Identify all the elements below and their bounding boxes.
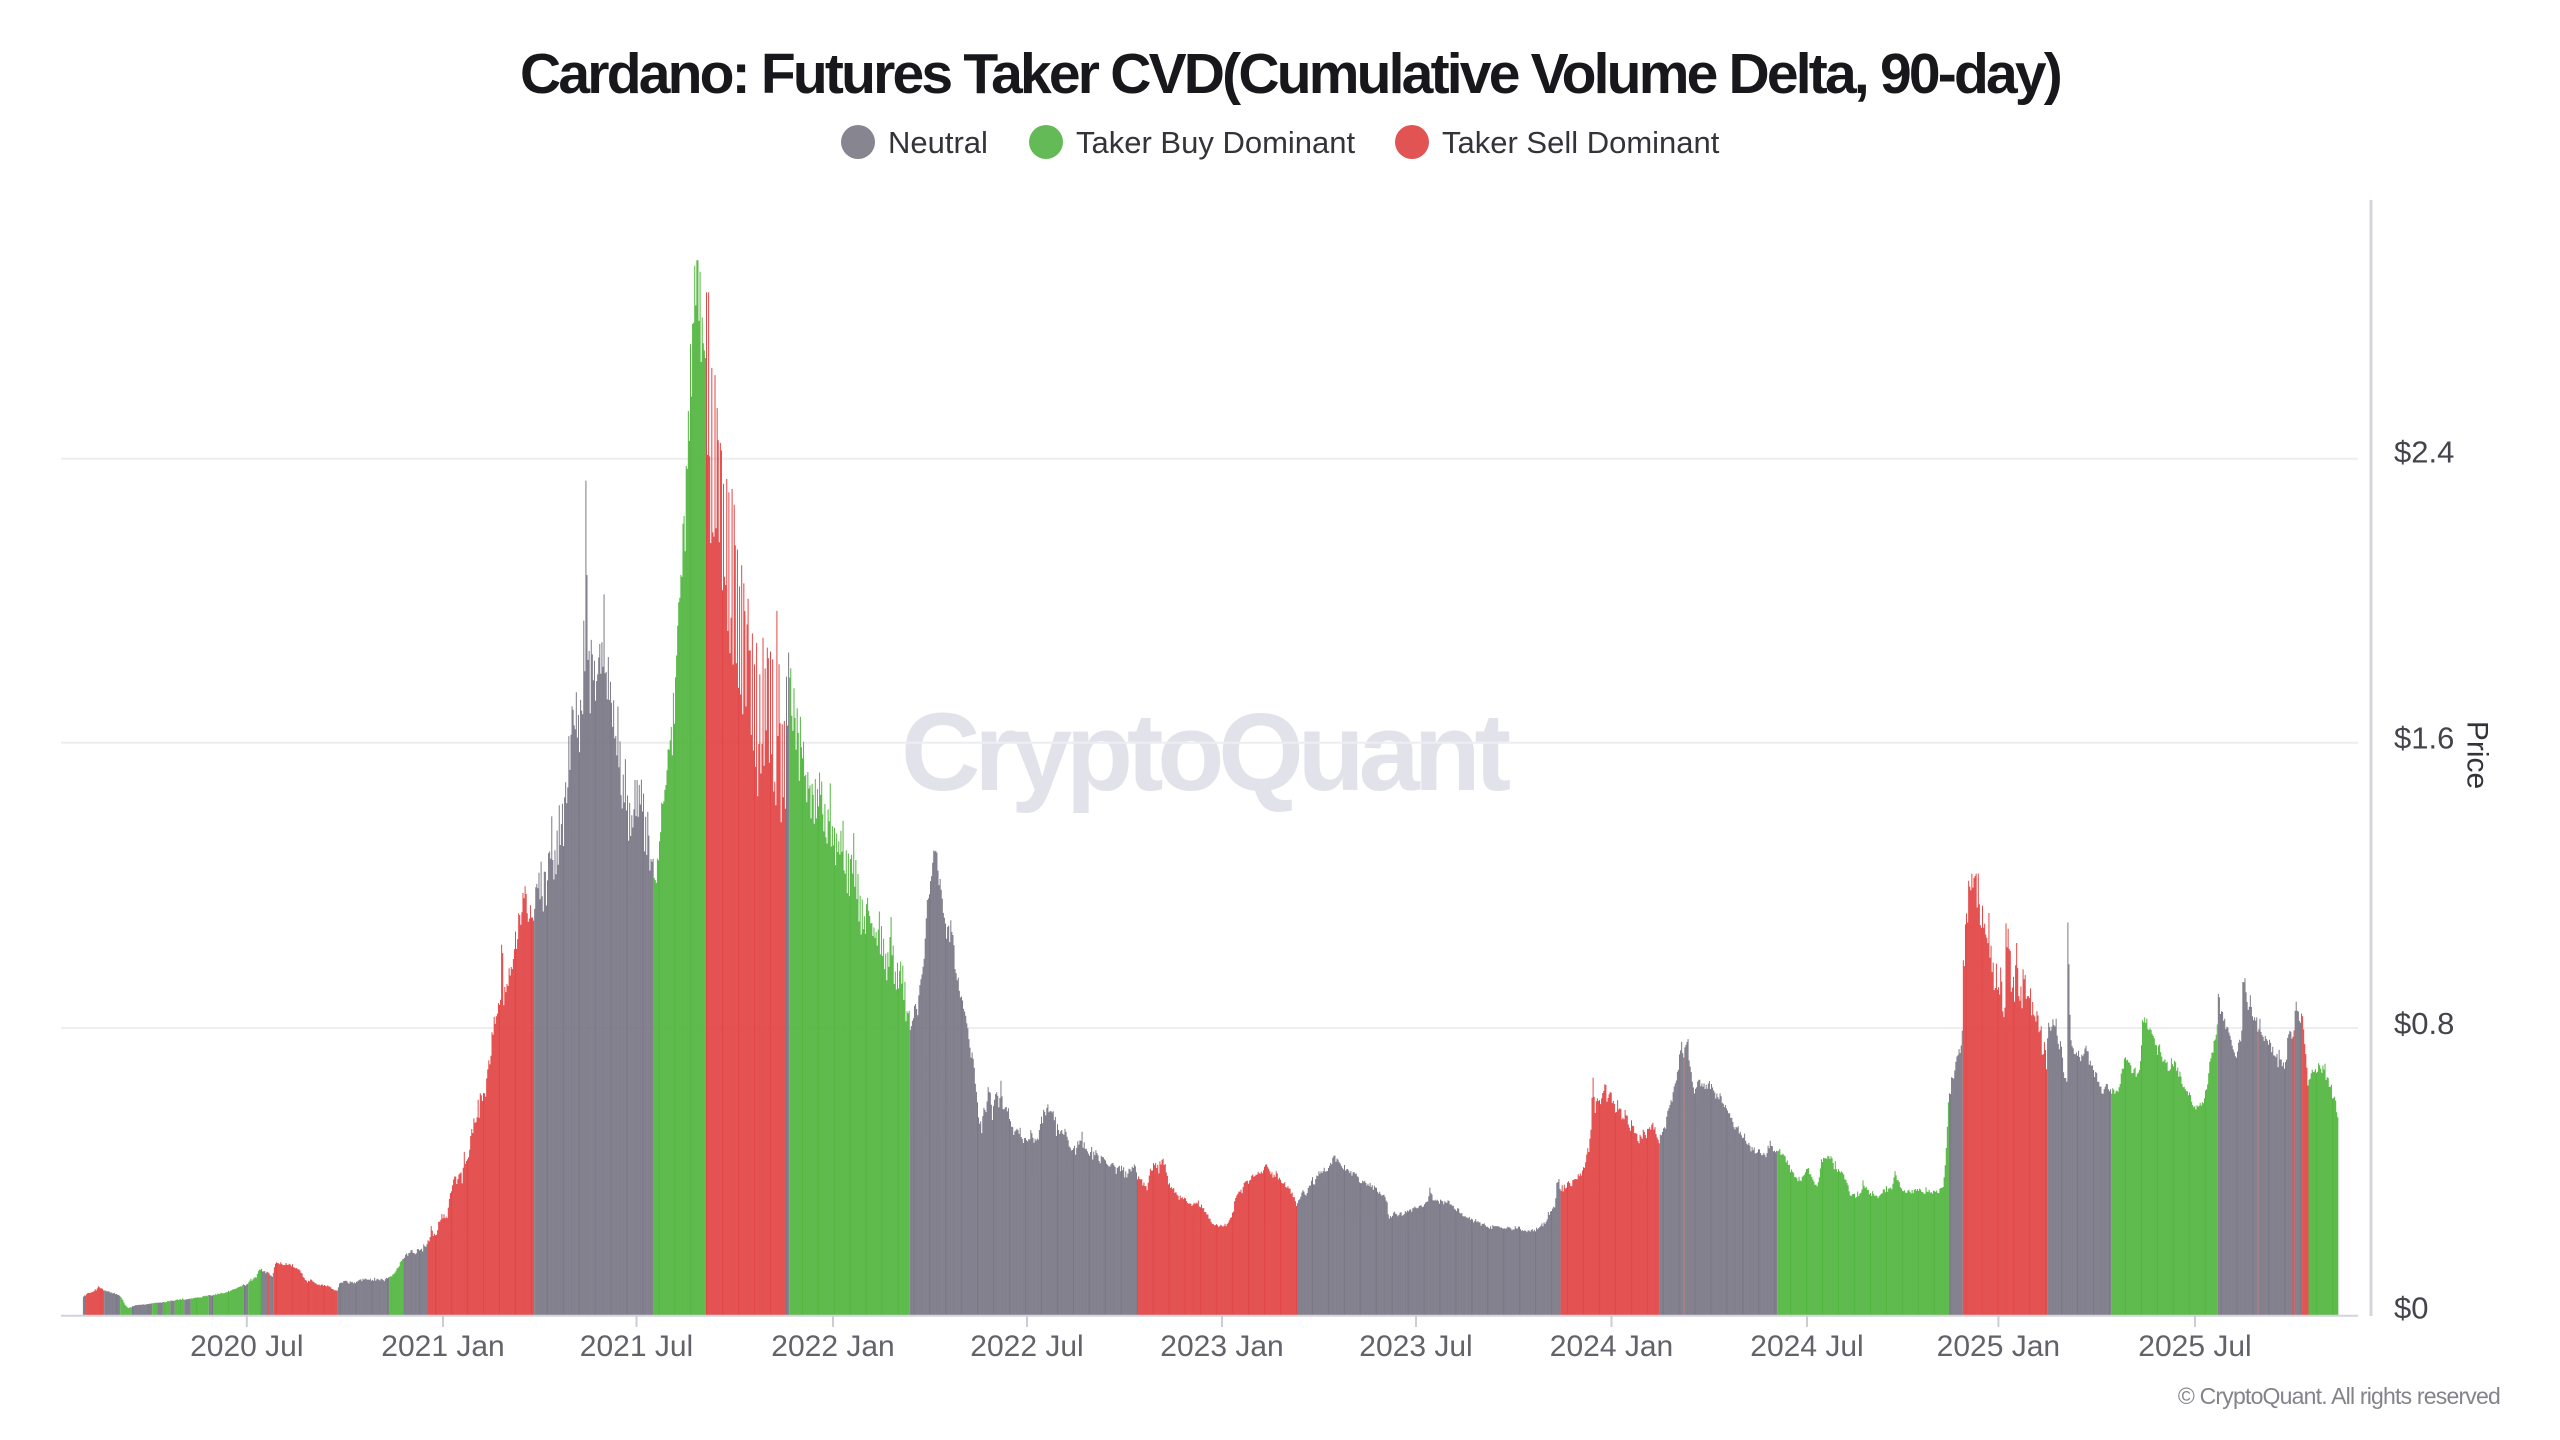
svg-text:2020 Jul: 2020 Jul <box>190 1330 303 1363</box>
svg-text:2024 Jan: 2024 Jan <box>1550 1330 1673 1363</box>
svg-text:2023 Jan: 2023 Jan <box>1160 1330 1283 1363</box>
svg-text:$0: $0 <box>2394 1291 2428 1326</box>
svg-text:2023 Jul: 2023 Jul <box>1359 1330 1472 1363</box>
svg-text:$2.4: $2.4 <box>2394 435 2454 470</box>
svg-text:2025 Jul: 2025 Jul <box>2138 1330 2251 1363</box>
svg-text:2021 Jan: 2021 Jan <box>381 1330 504 1363</box>
svg-text:$1.6: $1.6 <box>2394 721 2454 756</box>
svg-text:2022 Jul: 2022 Jul <box>970 1330 1083 1363</box>
svg-text:2024 Jul: 2024 Jul <box>1750 1330 1863 1363</box>
svg-text:$0.8: $0.8 <box>2394 1006 2454 1041</box>
svg-text:Price: Price <box>2461 721 2494 789</box>
svg-text:2022 Jan: 2022 Jan <box>771 1330 894 1363</box>
svg-text:2021 Jul: 2021 Jul <box>580 1330 693 1363</box>
svg-text:© CryptoQuant. All rights rese: © CryptoQuant. All rights reserved <box>2178 1383 2500 1409</box>
svg-text:2025 Jan: 2025 Jan <box>1937 1330 2060 1363</box>
svg-text:CryptoQuant: CryptoQuant <box>901 691 1511 814</box>
